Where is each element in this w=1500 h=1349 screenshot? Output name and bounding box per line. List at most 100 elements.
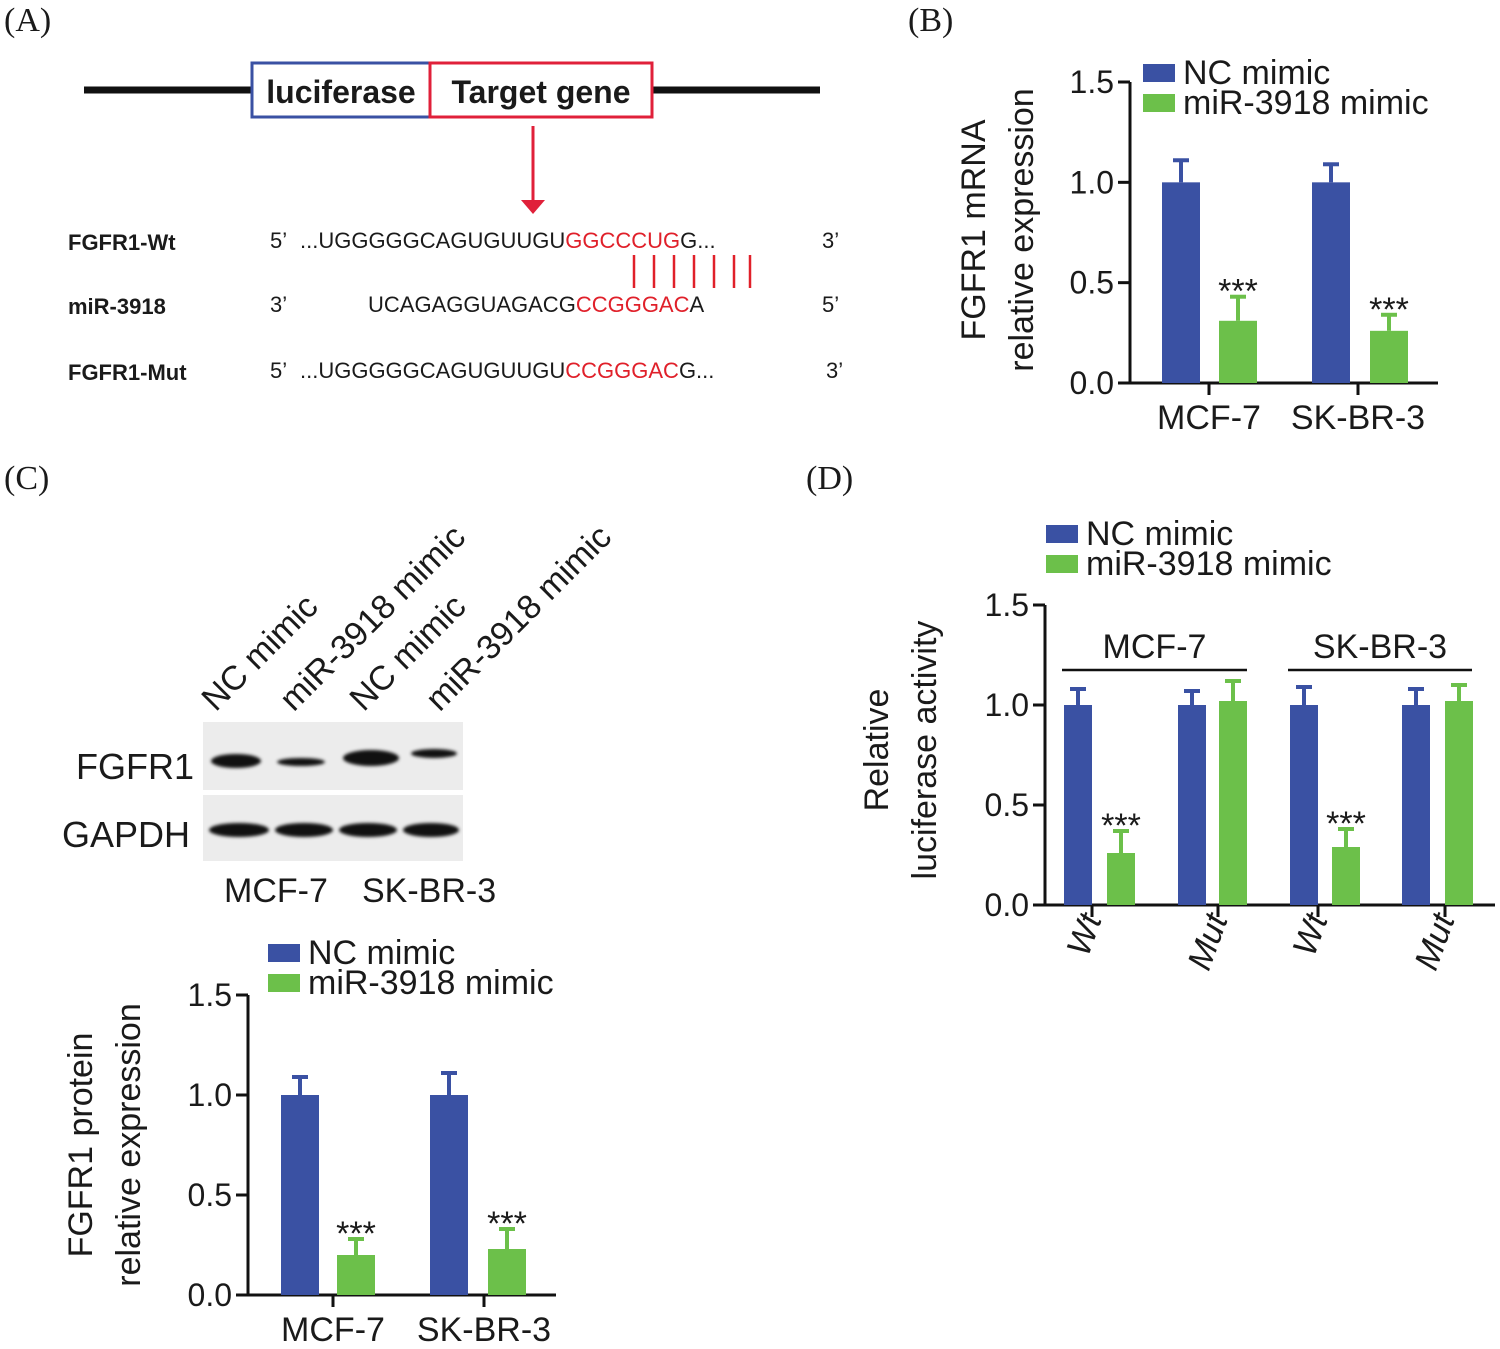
y-tick-label: 0.0	[188, 1277, 232, 1313]
blot-band	[403, 823, 459, 837]
seq-mir-3end: 3’	[270, 292, 287, 317]
panel-label-b: (B)	[908, 2, 954, 39]
x-tick-label: Mut	[1407, 907, 1463, 975]
bar-nc-mimic	[430, 1095, 468, 1295]
group-label: SK-BR-3	[1313, 628, 1447, 666]
seq-mir-seed: CCGGGAC	[576, 292, 690, 317]
bar-nc-mimic	[1290, 705, 1318, 905]
significance-label: ***	[1326, 805, 1366, 843]
bar-nc-mimic	[1178, 705, 1206, 905]
legend-label: miR-3918 mimic	[1183, 84, 1429, 122]
blot-band	[277, 758, 325, 766]
bar-mir3918-mimic	[1332, 847, 1360, 905]
y-axis-label: FGFR1 protein	[62, 1033, 100, 1258]
y-tick-label: 1.5	[985, 587, 1029, 623]
legend-label: NC mimic	[308, 934, 455, 972]
x-tick-label: Mut	[1180, 907, 1236, 975]
blot-band	[211, 754, 261, 768]
blot-band	[339, 823, 397, 837]
blot-cell-line-skbr3: SK-BR-3	[362, 872, 497, 910]
x-tick-label: MCF-7	[1157, 399, 1261, 437]
panel-label-d: (D)	[806, 460, 854, 497]
blot-row-label-gapdh: GAPDH	[62, 814, 191, 855]
y-axis-label: luciferase activity	[906, 621, 944, 880]
seq-mut-prefix: ...UGGGGGCAGUGUUGU	[300, 358, 565, 383]
y-tick-label: 1.0	[188, 1077, 232, 1113]
bar-mir3918-mimic	[488, 1249, 526, 1295]
seq-mir-prefix: UCAGAGGUAGACG	[368, 292, 576, 317]
blot-band	[275, 823, 333, 837]
bar-nc-mimic	[1162, 182, 1200, 383]
luciferase-box-label: luciferase	[266, 74, 415, 110]
bar-mir3918-mimic	[337, 1255, 375, 1295]
seq-mir-5end: 5’	[822, 292, 839, 317]
target-arrow-head	[521, 200, 545, 214]
y-axis-label: Relative	[858, 689, 896, 812]
base-pair-lines	[632, 255, 752, 288]
seq-wt-5end: 5’	[270, 228, 287, 253]
y-tick-label: 0.0	[985, 887, 1029, 923]
seq-wt-seed: GGCCCUG	[565, 228, 680, 253]
seq-mut-5end: 5’	[270, 358, 287, 383]
seq-wt-text: ...UGGGGGCAGUGUUGUGGCCCUGG...	[300, 228, 716, 253]
y-tick-label: 0.0	[1070, 365, 1114, 401]
seq-wt-prefix: ...UGGGGGCAGUGUUGU	[300, 228, 565, 253]
group-label: MCF-7	[1103, 628, 1207, 666]
legend-label: NC mimic	[1183, 54, 1330, 92]
seq-mir-suffix: A	[690, 292, 705, 317]
bar-nc-mimic	[1402, 705, 1430, 905]
y-axis-label: relative expression	[1003, 88, 1041, 371]
seq-label-mir: miR-3918	[68, 294, 166, 319]
bar-mir3918-mimic	[1445, 701, 1473, 905]
legend-swatch-mir	[1046, 555, 1078, 573]
x-tick-label: MCF-7	[281, 1311, 385, 1349]
seq-mir-text: UCAGAGGUAGACGCCGGGACA	[368, 292, 705, 317]
legend-label: miR-3918 mimic	[1086, 545, 1332, 583]
bar-mir3918-mimic	[1370, 330, 1408, 383]
legend-swatch-nc	[1046, 525, 1078, 543]
blot-fgfr1-strip	[203, 722, 463, 790]
seq-label-wt: FGFR1-Wt	[68, 230, 176, 255]
blot-band	[411, 749, 457, 758]
y-axis-label: FGFR1 mRNA	[955, 119, 993, 340]
seq-mut-text: ...UGGGGGCAGUGUUGUCCGGGACG...	[300, 358, 714, 383]
x-tick-label: Wt	[1060, 907, 1110, 960]
y-tick-label: 0.5	[1070, 265, 1114, 301]
x-tick-label: Wt	[1286, 907, 1336, 960]
seq-mut-seed: CCGGGAC	[565, 358, 679, 383]
bar-nc-mimic	[1064, 705, 1092, 905]
y-tick-label: 1.5	[1070, 64, 1114, 100]
significance-label: ***	[487, 1205, 527, 1243]
y-tick-label: 0.5	[188, 1177, 232, 1213]
y-tick-label: 1.0	[1070, 164, 1114, 200]
legend-label: NC mimic	[1086, 515, 1233, 553]
y-tick-label: 1.5	[188, 977, 232, 1013]
significance-label: ***	[336, 1215, 376, 1253]
panel-label-c: (C)	[4, 460, 50, 497]
bar-mir3918-mimic	[1219, 701, 1247, 905]
y-axis-label: relative expression	[110, 1003, 148, 1286]
legend-swatch-nc	[1143, 64, 1175, 82]
seq-mut-3end: 3’	[826, 358, 843, 383]
seq-mut-suffix: G...	[679, 358, 714, 383]
target-gene-box	[428, 61, 654, 119]
bar-nc-mimic	[281, 1095, 319, 1295]
legend-swatch-mir	[1143, 94, 1175, 112]
bar-mir3918-mimic	[1219, 320, 1257, 383]
blot-band	[209, 823, 269, 837]
panel-label-a: (A)	[4, 2, 52, 39]
significance-label: ***	[1369, 291, 1409, 329]
legend-swatch-nc	[268, 944, 300, 962]
seq-wt-3end: 3’	[822, 228, 839, 253]
blot-band	[343, 750, 399, 766]
significance-label: ***	[1101, 807, 1141, 845]
x-tick-label: SK-BR-3	[1291, 399, 1425, 437]
legend-label: miR-3918 mimic	[308, 964, 554, 1002]
blot-cell-line-mcf7: MCF-7	[224, 872, 328, 910]
bar-nc-mimic	[1312, 182, 1350, 383]
seq-label-mut: FGFR1-Mut	[68, 360, 187, 385]
x-tick-label: SK-BR-3	[417, 1311, 551, 1349]
